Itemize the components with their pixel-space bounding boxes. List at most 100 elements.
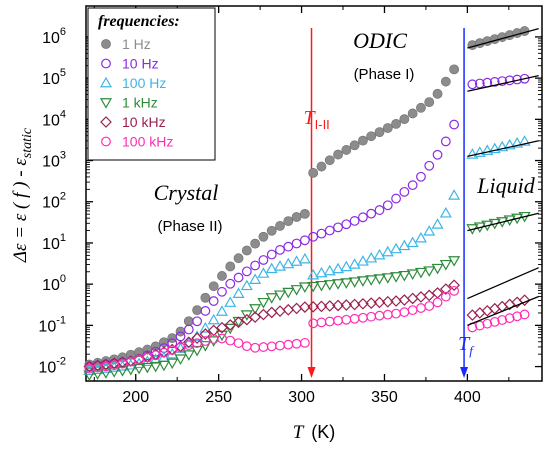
data-point xyxy=(298,252,311,264)
liquid-label: Liquid xyxy=(476,173,535,198)
data-point xyxy=(382,200,393,211)
data-point xyxy=(233,272,244,283)
data-point xyxy=(208,296,219,306)
data-point xyxy=(266,341,277,352)
melting-label-subscript: f xyxy=(469,343,475,358)
data-point xyxy=(200,306,211,316)
y-tick-base: 10 xyxy=(42,30,60,47)
y-tick-base: 10 xyxy=(38,318,56,335)
x-axis-symbol: T xyxy=(293,422,305,443)
legend-label: 100 Hz xyxy=(122,75,166,91)
y-tick-base: 10 xyxy=(42,236,60,253)
data-point xyxy=(207,336,220,347)
data-point xyxy=(217,333,227,344)
data-point xyxy=(200,292,211,303)
data-point xyxy=(307,268,320,280)
data-point xyxy=(333,222,343,233)
data-point xyxy=(250,238,261,249)
data-point xyxy=(366,208,377,219)
data-point xyxy=(183,324,194,335)
data-point xyxy=(448,189,461,200)
data-point xyxy=(518,135,531,146)
data-point xyxy=(332,262,345,274)
data-point xyxy=(496,140,509,152)
data-point xyxy=(308,167,319,178)
legend-marker xyxy=(100,116,112,128)
data-point xyxy=(432,88,443,99)
data-point xyxy=(474,78,485,89)
data-point xyxy=(258,255,269,265)
x-tick-label: 350 xyxy=(371,389,398,406)
y-tick-label: 10-2 xyxy=(38,356,66,377)
data-point xyxy=(358,312,368,323)
data-point xyxy=(200,336,211,346)
data-point xyxy=(448,279,460,292)
data-point xyxy=(316,317,327,328)
data-point xyxy=(340,299,353,311)
data-point xyxy=(275,221,285,231)
data-point xyxy=(391,118,401,129)
data-point xyxy=(424,97,435,108)
data-point xyxy=(83,364,96,376)
data-point xyxy=(308,231,319,242)
data-point xyxy=(348,277,361,288)
data-point xyxy=(358,135,368,146)
data-point xyxy=(374,205,385,215)
y-tick-label: 101 xyxy=(42,232,66,253)
y-tick-exponent: -1 xyxy=(56,314,66,326)
data-point xyxy=(249,311,261,323)
fit-line xyxy=(467,140,539,158)
data-point xyxy=(324,316,335,327)
y-tick-base: 10 xyxy=(42,154,60,171)
data-point xyxy=(273,260,287,271)
data-point xyxy=(250,342,261,353)
data-point xyxy=(308,318,319,329)
data-point xyxy=(431,263,444,275)
data-point xyxy=(373,248,386,260)
data-point xyxy=(299,208,310,219)
data-point xyxy=(283,339,294,350)
data-point xyxy=(358,212,368,223)
data-point xyxy=(482,318,493,329)
data-point xyxy=(341,219,352,230)
data-point xyxy=(365,251,378,263)
data-point xyxy=(183,316,194,327)
series-1-hz xyxy=(84,26,530,370)
data-point xyxy=(291,212,302,222)
data-point xyxy=(249,273,262,284)
data-point xyxy=(349,313,360,324)
data-point xyxy=(241,341,252,352)
data-point xyxy=(449,285,460,296)
data-point xyxy=(439,259,452,271)
data-point xyxy=(381,273,394,284)
data-point xyxy=(217,286,227,297)
fit-lines xyxy=(467,28,539,326)
data-point xyxy=(240,310,253,321)
data-point xyxy=(439,206,452,218)
data-point xyxy=(215,330,229,342)
data-point xyxy=(241,266,252,277)
data-point xyxy=(233,253,244,264)
data-point xyxy=(481,144,494,155)
data-point xyxy=(174,354,187,365)
y-tick-exponent: -2 xyxy=(56,356,66,368)
data-point xyxy=(416,303,426,313)
data-point xyxy=(299,301,311,313)
data-point xyxy=(116,360,129,371)
y-tick-label: 106 xyxy=(42,26,66,47)
data-point xyxy=(440,76,451,87)
phase-one-label: (Phase I) xyxy=(354,66,415,83)
y-tick-base: 10 xyxy=(42,277,60,294)
data-point xyxy=(373,296,386,309)
x-axis-ticks: 200 250 300 350 400 xyxy=(93,6,510,406)
data-point xyxy=(497,76,508,87)
melting-label-symbol: T xyxy=(458,333,471,355)
data-point xyxy=(149,361,162,373)
data-point xyxy=(323,264,336,276)
data-point xyxy=(265,262,278,274)
data-point xyxy=(390,242,403,254)
data-point xyxy=(399,186,410,197)
y-tick-exponent: 5 xyxy=(60,67,66,79)
x-tick-label: 250 xyxy=(205,389,232,406)
data-point xyxy=(489,77,500,87)
